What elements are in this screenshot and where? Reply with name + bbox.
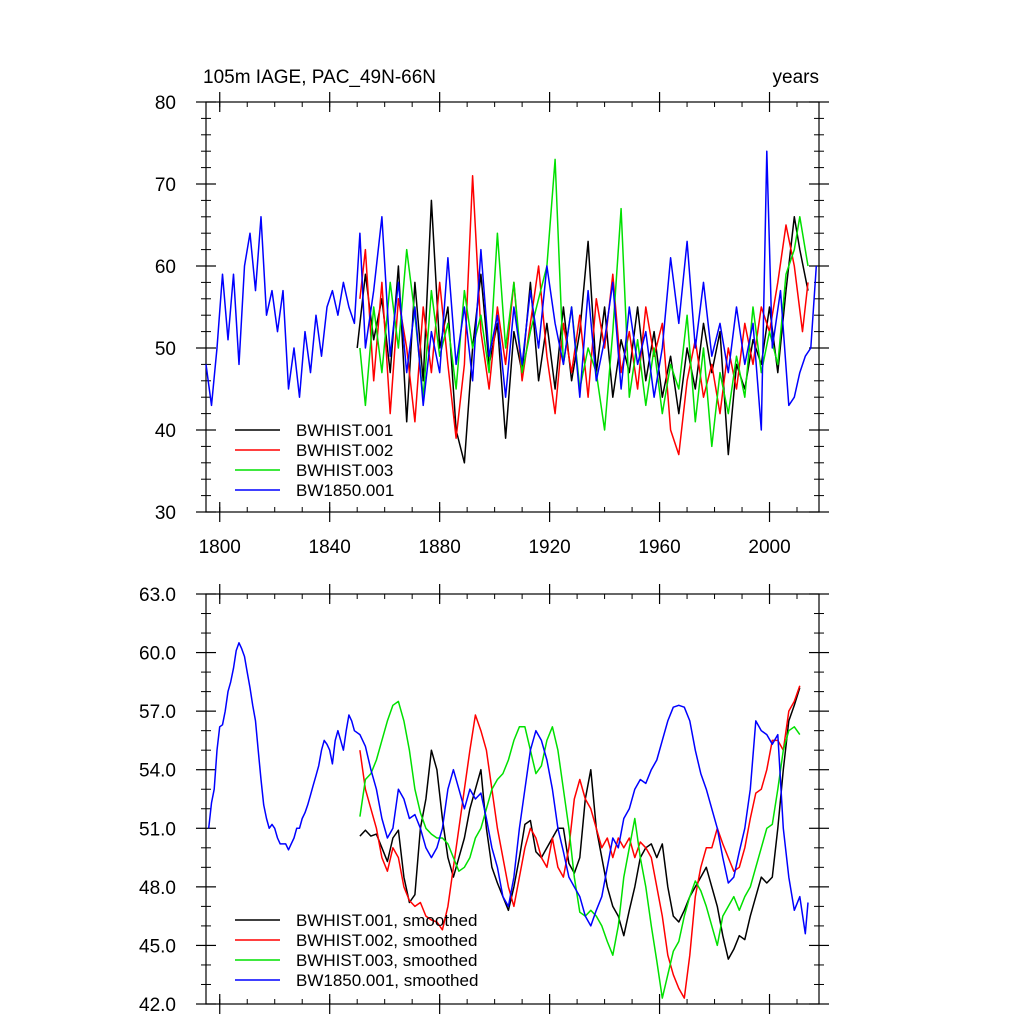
top-plot-frame [205, 101, 820, 513]
legend-label: BWHIST.001 [296, 421, 393, 440]
top-axis-ticks: 1800 1840 1880 1920 1960 2000 30 40 50 60 70 80 [155, 92, 829, 558]
bottom-panel: 42.0 45.0 48.0 51.0 54.0 57.0 60.0 63.0 BWHIST.… [139, 584, 829, 1016]
series-line [359, 700, 801, 999]
x-tick-label: 1920 [528, 537, 570, 558]
legend-label: BW1850.001 [296, 481, 394, 500]
y-tick-label: 30 [155, 503, 176, 524]
y-tick-label: 50 [155, 339, 176, 360]
y-tick-label: 80 [155, 93, 176, 114]
y-tick-label: 57.0 [139, 702, 176, 723]
legend-label: BWHIST.002, smoothed [296, 931, 477, 950]
series-line [359, 685, 801, 999]
legend-label: BWHIST.001, smoothed [296, 911, 477, 930]
x-tick-label: 1800 [199, 537, 241, 558]
series-line [359, 158, 809, 448]
y-tick-label: 63.0 [139, 585, 176, 606]
y-tick-label: 60.0 [139, 644, 176, 665]
y-tick-label: 51.0 [139, 819, 176, 840]
x-tick-label: 1880 [419, 537, 461, 558]
series-line [359, 175, 809, 456]
x-tick-label: 2000 [748, 537, 790, 558]
series-line [207, 642, 809, 935]
legend-label: BWHIST.002 [296, 441, 393, 460]
bottom-axis-ticks: 42.0 45.0 48.0 51.0 54.0 57.0 60.0 63.0 [139, 584, 829, 1016]
y-tick-label: 70 [155, 175, 176, 196]
y-tick-label: 45.0 [139, 936, 176, 957]
series-line [205, 150, 818, 431]
legend-label: BWHIST.003 [296, 461, 393, 480]
y-tick-label: 42.0 [139, 995, 176, 1016]
top-panel: 105m IAGE, PAC_49N-66N years 1800 1840 188… [155, 67, 829, 558]
y-tick-label: 54.0 [139, 761, 176, 782]
units-label: years [773, 67, 819, 88]
y-tick-label: 60 [155, 257, 176, 278]
chart-title: 105m IAGE, PAC_49N-66N [203, 67, 436, 88]
x-tick-label: 1960 [638, 537, 680, 558]
y-tick-label: 40 [155, 421, 176, 442]
bottom-series-lines [207, 642, 809, 999]
top-series-lines [205, 150, 818, 464]
x-tick-label: 1840 [309, 537, 351, 558]
series-line [359, 687, 801, 960]
bottom-plot-frame [205, 593, 820, 1005]
legend-label: BWHIST.003, smoothed [296, 951, 477, 970]
y-tick-label: 48.0 [139, 878, 176, 899]
legend-label: BW1850.001, smoothed [296, 971, 478, 990]
